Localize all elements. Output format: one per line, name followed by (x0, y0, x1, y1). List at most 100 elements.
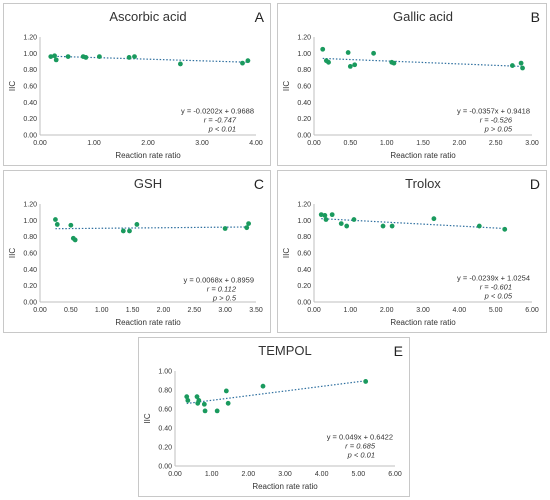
data-point (338, 221, 344, 226)
x-tick-label: 0.00 (33, 307, 47, 314)
data-point (53, 217, 58, 222)
y-axis-label: IIC (8, 248, 17, 258)
panel-letter: B (531, 9, 540, 25)
data-point (352, 62, 358, 68)
data-point (202, 408, 208, 414)
x-tick-label: 2.50 (187, 307, 201, 314)
chart-panel-tempol: TEMPOL E 0.00 0.20 0.40 0.60 0.80 1.00 0.00 1.00 2… (138, 337, 410, 497)
trendline (55, 226, 249, 230)
y-tick-label: 0.20 (297, 116, 311, 123)
chart-title: GSH (134, 176, 162, 191)
x-tick-label: 1.00 (344, 307, 358, 314)
data-point (363, 379, 369, 384)
data-point (83, 55, 89, 60)
y-tick-label: 1.00 (23, 218, 37, 225)
x-tick-label: 3.00 (525, 140, 539, 147)
x-axis-label: Reaction rate ratio (390, 318, 456, 327)
y-tick-label: 1.00 (158, 369, 172, 376)
regression-equation: y = -0.0357x + 0.9418 (457, 106, 530, 115)
data-point (178, 61, 183, 67)
x-tick-label: 0.00 (168, 471, 182, 478)
p-value: p < 0.01 (347, 450, 375, 459)
regression-equation: y = -0.0239x + 1.0254 (457, 273, 530, 282)
y-tick-label: 0.20 (23, 116, 37, 123)
x-tick-label: 4.00 (315, 471, 329, 478)
x-tick-label: 2.00 (141, 140, 155, 147)
data-point (201, 401, 207, 407)
x-tick-label: 2.00 (453, 140, 467, 147)
y-tick-label: 0.80 (297, 67, 311, 74)
x-tick-label: 0.00 (33, 140, 47, 147)
y-tick-label: 0.80 (23, 234, 37, 241)
data-point (223, 388, 229, 394)
data-point (245, 58, 251, 64)
data-point (127, 228, 132, 234)
data-point (126, 55, 132, 60)
data-point (132, 54, 137, 59)
regression-equation: y = 0.049x + 0.6422 (327, 432, 393, 441)
x-axis-label: Reaction rate ratio (115, 318, 181, 327)
data-point (391, 60, 397, 66)
data-point (184, 394, 190, 400)
data-point (194, 394, 200, 400)
data-point (431, 216, 437, 222)
x-axis-label: Reaction rate ratio (115, 151, 181, 160)
x-tick-label: 1.50 (126, 307, 140, 314)
data-point (68, 222, 74, 228)
trendline (186, 380, 366, 405)
data-point (260, 383, 266, 389)
x-tick-label: 1.00 (87, 140, 101, 147)
chart-panel-gallic-acid: Gallic acid B 0.00 0.20 0.40 0.60 0.80 1.00 1.20… (277, 3, 547, 166)
chart-title: TEMPOL (258, 343, 311, 358)
data-point (329, 212, 335, 218)
y-tick-label: 1.20 (297, 202, 311, 209)
y-axis-label: IIC (8, 81, 17, 91)
x-axis-label: Reaction rate ratio (252, 482, 318, 491)
p-value: p < 0.01 (208, 124, 236, 133)
correlation-r: r = 0.685 (345, 441, 376, 450)
data-point (120, 228, 126, 234)
chart-svg: Ascorbic acid A 0.00 0.20 0.40 0.60 0.80 1.00 1.… (8, 9, 265, 160)
x-tick-label: 0.50 (64, 307, 78, 314)
data-point (509, 63, 515, 68)
chart-title: Trolox (405, 176, 441, 191)
chart-svg: Trolox D 0.00 0.20 0.40 0.60 0.80 1.00 1.20 0.00 1… (282, 176, 540, 327)
y-tick-label: 0.20 (158, 445, 172, 452)
data-point (196, 398, 202, 403)
panel-letter: A (255, 9, 265, 25)
x-tick-label: 1.00 (95, 307, 109, 314)
x-tick-label: 3.00 (416, 307, 430, 314)
data-point (502, 226, 508, 232)
y-tick-label: 0.20 (297, 283, 311, 290)
x-tick-label: 2.00 (380, 307, 394, 314)
x-tick-label: 1.50 (416, 140, 430, 147)
y-tick-label: 1.00 (23, 51, 37, 58)
chart-title: Ascorbic acid (109, 9, 186, 24)
data-point (518, 60, 524, 66)
x-tick-label: 4.00 (249, 140, 263, 147)
y-tick-label: 0.60 (23, 84, 37, 91)
y-tick-label: 1.00 (297, 218, 311, 225)
y-tick-label: 0.80 (23, 67, 37, 74)
data-point (244, 225, 250, 231)
y-axis-label: IIC (143, 413, 152, 423)
x-tick-label: 2.50 (489, 140, 503, 147)
data-point (185, 398, 191, 403)
x-tick-label: 1.00 (380, 140, 394, 147)
x-tick-label: 3.00 (195, 140, 209, 147)
data-point (320, 46, 326, 52)
data-point (345, 50, 351, 55)
data-point (72, 237, 78, 243)
y-tick-label: 0.00 (297, 300, 311, 307)
data-point (520, 65, 525, 71)
data-point (476, 223, 482, 229)
y-tick-label: 0.40 (297, 100, 311, 107)
data-point (326, 59, 331, 65)
chart-panel-gsh: GSH C 0.00 0.20 0.40 0.60 0.80 1.00 1.20 0.00 0.50… (3, 170, 271, 333)
x-tick-label: 6.00 (525, 307, 539, 314)
y-tick-label: 0.60 (297, 251, 311, 258)
data-point (214, 408, 220, 414)
y-axis-label: IIC (282, 81, 291, 91)
chart-panel-trolox: Trolox D 0.00 0.20 0.40 0.60 0.80 1.00 1.20 0.00 1… (277, 170, 547, 333)
data-point (351, 217, 357, 222)
